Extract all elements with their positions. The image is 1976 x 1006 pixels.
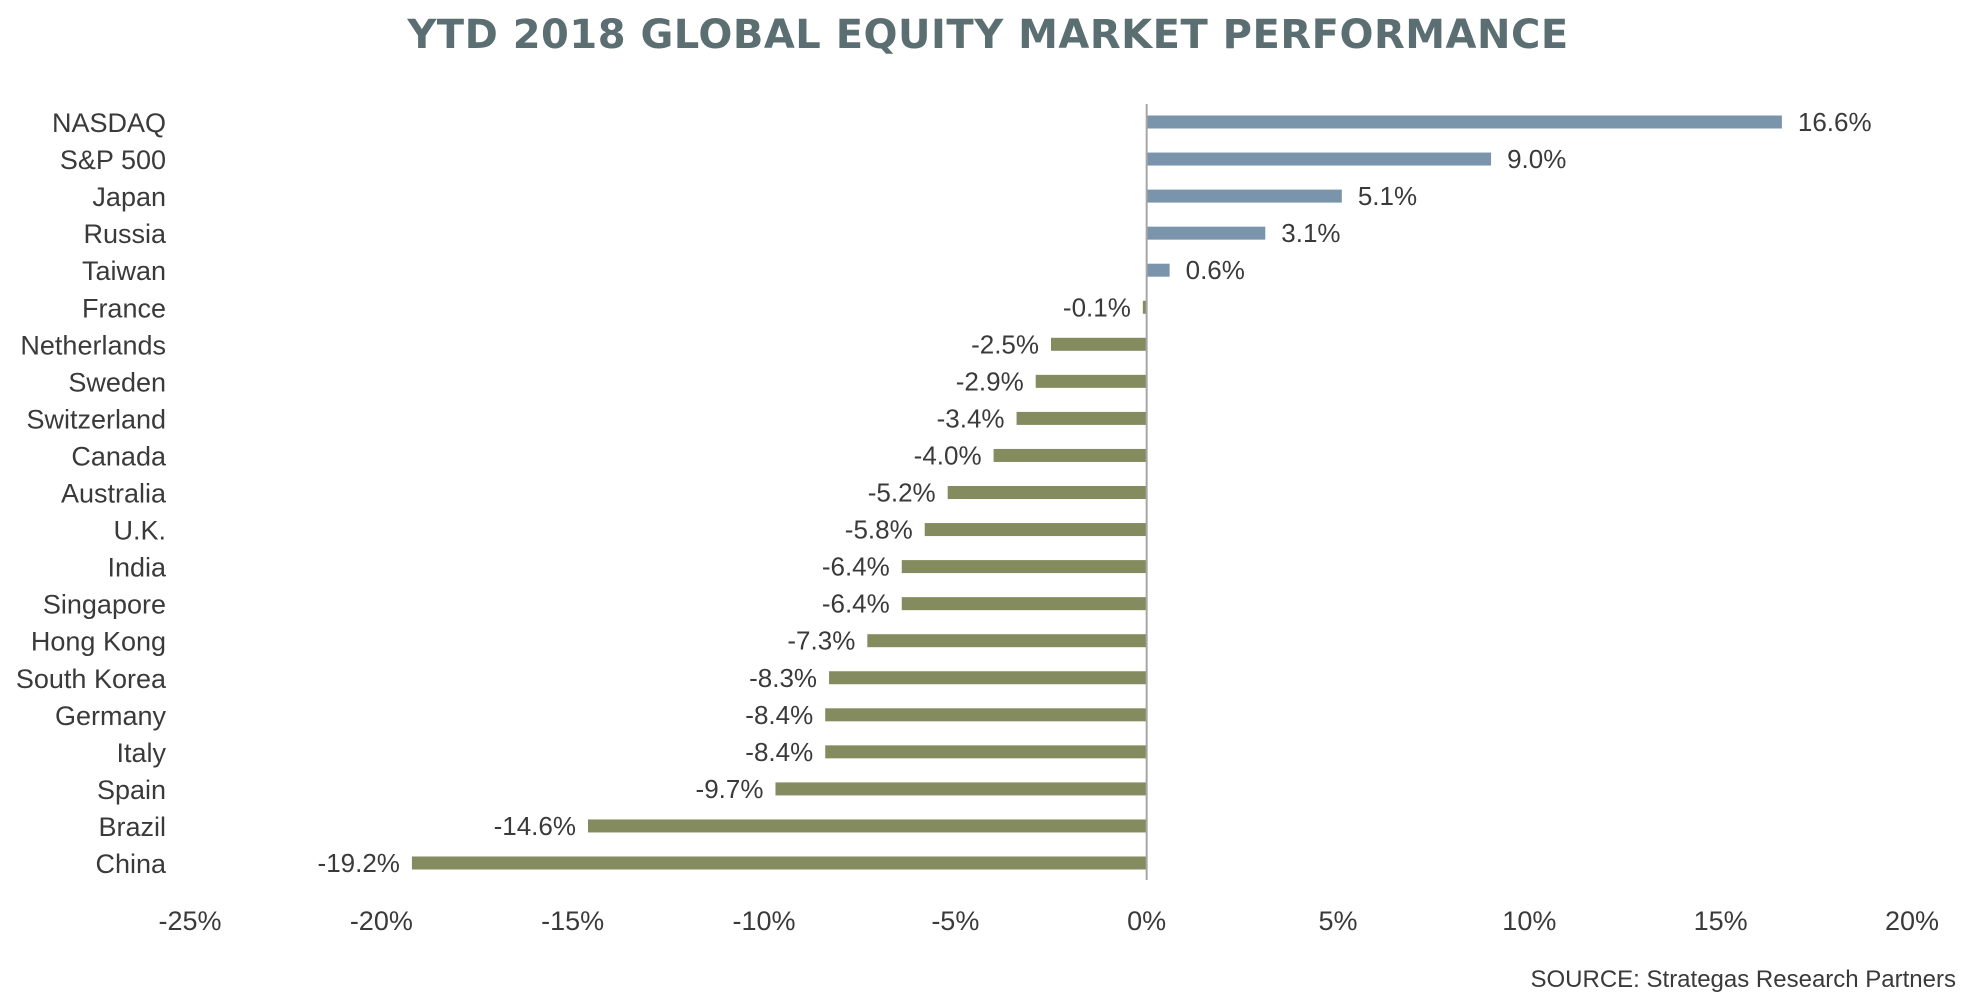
category-label: Germany xyxy=(55,701,167,731)
category-label: Italy xyxy=(116,738,166,768)
category-label: India xyxy=(107,553,167,583)
bar-france xyxy=(1142,300,1147,314)
value-label: -14.6% xyxy=(494,811,576,841)
value-label: -5.8% xyxy=(845,515,913,545)
value-label: -0.1% xyxy=(1063,292,1131,322)
value-label: -7.3% xyxy=(787,626,855,656)
bar-italy xyxy=(825,745,1147,759)
value-label: -8.4% xyxy=(745,737,813,767)
x-tick-label: -25% xyxy=(158,906,221,936)
category-label: Russia xyxy=(83,219,167,249)
category-label: Australia xyxy=(61,479,167,509)
x-tick-label: 0% xyxy=(1127,906,1166,936)
x-tick-label: -20% xyxy=(350,906,413,936)
bar-japan xyxy=(1146,189,1342,203)
category-label: Canada xyxy=(71,441,167,471)
x-tick-label: -15% xyxy=(541,906,604,936)
category-label: Japan xyxy=(92,182,166,212)
category-label: Taiwan xyxy=(82,256,166,286)
x-tick-label: 5% xyxy=(1318,906,1357,936)
category-label: Netherlands xyxy=(20,330,166,360)
bar-brazil xyxy=(587,819,1147,833)
value-label: -5.2% xyxy=(868,478,936,508)
value-label: 9.0% xyxy=(1507,144,1566,174)
value-label: 3.1% xyxy=(1281,218,1340,248)
value-label: -2.9% xyxy=(956,366,1024,396)
bar-russia xyxy=(1146,226,1266,240)
value-label: -6.4% xyxy=(822,589,890,619)
category-label: Brazil xyxy=(98,812,166,842)
category-label: Spain xyxy=(97,775,166,805)
bar-spain xyxy=(775,782,1147,796)
value-label: -8.4% xyxy=(745,700,813,730)
category-label: Switzerland xyxy=(26,404,166,434)
category-label: China xyxy=(95,849,167,879)
category-label: NASDAQ xyxy=(52,108,166,138)
x-tick-label: -5% xyxy=(931,906,979,936)
value-label: -19.2% xyxy=(318,848,400,878)
x-tick-label: 10% xyxy=(1502,906,1556,936)
value-label: 16.6% xyxy=(1798,107,1872,137)
category-label: South Korea xyxy=(16,664,167,694)
chart-title: YTD 2018 GLOBAL EQUITY MARKET PERFORMANC… xyxy=(407,12,1569,58)
bar-s-p-500 xyxy=(1146,152,1492,166)
bar-india xyxy=(901,560,1147,574)
category-label: Singapore xyxy=(43,590,166,620)
bar-hong-kong xyxy=(867,634,1147,648)
bar-netherlands xyxy=(1051,337,1147,351)
bar-canada xyxy=(993,448,1147,462)
x-tick-label: -10% xyxy=(732,906,795,936)
category-label: Sweden xyxy=(68,367,166,397)
bar-singapore xyxy=(901,597,1147,611)
value-label: -4.0% xyxy=(914,440,982,470)
bar-u-k- xyxy=(924,523,1147,537)
category-label: France xyxy=(82,293,166,323)
bar-switzerland xyxy=(1016,411,1147,425)
bar-australia xyxy=(947,486,1147,499)
bar-taiwan xyxy=(1146,263,1170,277)
bar-south-korea xyxy=(829,671,1147,685)
category-label: S&P 500 xyxy=(60,145,166,175)
source-note: SOURCE: Strategas Research Partners xyxy=(1530,966,1957,993)
value-label: -9.7% xyxy=(696,774,764,804)
value-label: -2.5% xyxy=(971,329,1039,359)
bar-nasdaq xyxy=(1146,115,1782,129)
value-label: -3.4% xyxy=(937,403,1005,433)
bar-germany xyxy=(825,708,1147,722)
value-label: 0.6% xyxy=(1186,255,1245,285)
x-tick-label: 20% xyxy=(1885,906,1939,936)
value-label: 5.1% xyxy=(1358,181,1417,211)
value-label: -6.4% xyxy=(822,552,890,582)
value-label: -8.3% xyxy=(749,663,817,693)
category-label: U.K. xyxy=(113,516,166,546)
x-tick-label: 15% xyxy=(1694,906,1748,936)
bar-sweden xyxy=(1035,374,1147,388)
category-label: Hong Kong xyxy=(31,627,166,657)
bar-china xyxy=(411,856,1147,870)
